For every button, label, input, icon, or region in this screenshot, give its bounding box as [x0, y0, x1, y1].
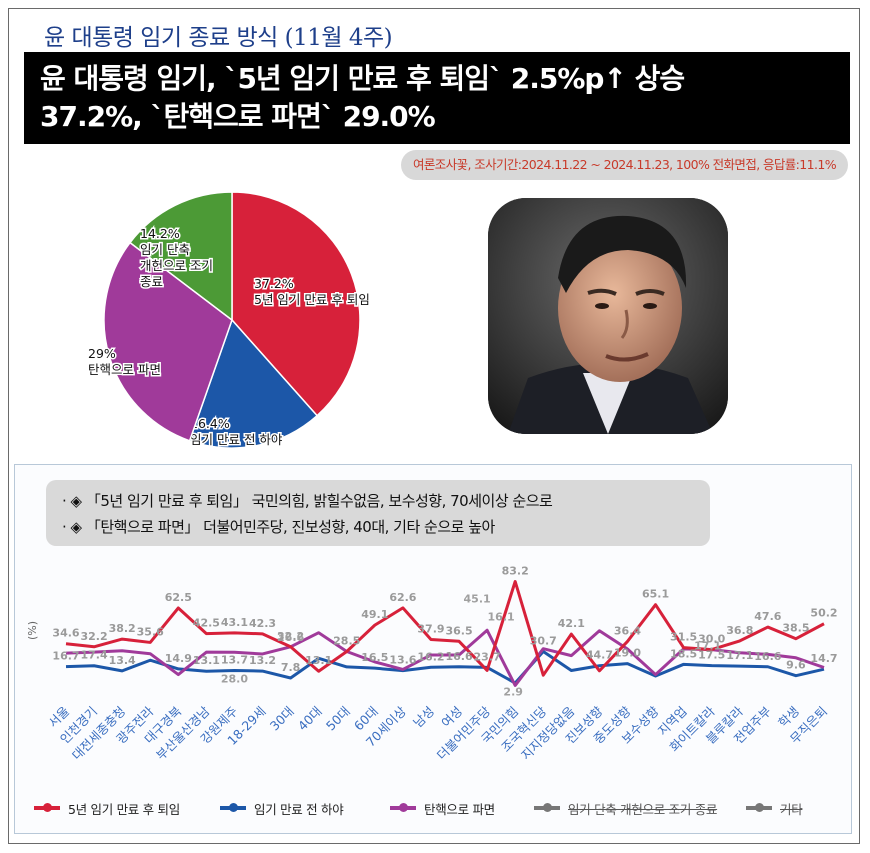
legend-item: 기타 — [746, 796, 803, 820]
legend-label: 탄핵으로 파면 — [424, 801, 495, 817]
pie-chart: 37.2%5년 임기 만료 후 퇴임 16.4%임기 만료 전 하야 29%탄핵으로… — [87, 191, 371, 449]
page-title: 윤 대통령 임기 종료 방식 (11월 4주) — [44, 25, 393, 51]
headline-line-2: 37.2%, `탄핵으로 파면` 29.0% — [40, 100, 436, 133]
legend-item: 임기 만료 전 하야 — [220, 796, 344, 820]
pie-label-3: 개헌으로 조기 — [140, 258, 213, 273]
pie-slice-0 — [231, 191, 361, 417]
note-line-2: · ◈ 「탄핵으로 파면」 더불어민주당, 진보성향, 40대, 기타 순으로 … — [62, 518, 495, 536]
note-line-1: · ◈ 「5년 임기 만료 후 퇴임」 국민의힘, 밝힐수없음, 보수성향, 7… — [62, 492, 553, 510]
pie-slice-2 — [103, 241, 233, 442]
legend-item: 5년 임기 만료 후 퇴임 — [34, 796, 180, 820]
pie-label-2: 탄핵으로 파면 — [88, 362, 161, 377]
outer-frame — [8, 8, 860, 844]
chart-legend: 5년 임기 만료 후 퇴임 임기 만료 전 하야 탄핵으로 파면 임기 단축 개헌으로… — [34, 796, 834, 820]
pie-slice-3 — [128, 191, 233, 322]
headline-line-1: 윤 대통령 임기, `5년 임기 만료 후 퇴임` 2.5%p↑ 상승 — [40, 62, 685, 95]
headline-banner: 윤 대통령 임기, `5년 임기 만료 후 퇴임` 2.5%p↑ 상승 37.2… — [24, 52, 850, 144]
notes-box: · ◈ 「5년 임기 만료 후 퇴임」 국민의힘, 밝힐수없음, 보수성향, 7… — [46, 480, 710, 546]
pie-label-0: 5년 임기 만료 후 퇴임 — [254, 292, 370, 307]
pie-label-3: 14.2% — [140, 226, 180, 241]
survey-info-badge: 여론조사꽃, 조사기간:2024.11.22 ~ 2024.11.23, 100… — [400, 150, 848, 180]
pie-label-1: 16.4% — [190, 416, 230, 431]
legend-marker-icon — [746, 803, 772, 812]
portrait-illustration — [488, 198, 728, 434]
pie-label-3: 임기 단축 — [140, 242, 190, 257]
legend-marker-icon — [34, 803, 60, 812]
legend-marker-icon — [220, 803, 246, 812]
president-photo — [488, 198, 728, 434]
pie-label-0: 37.2% — [254, 276, 294, 291]
pie-label-2: 29% — [88, 346, 116, 361]
legend-label: 임기 만료 전 하야 — [254, 801, 344, 817]
legend-marker-icon — [534, 803, 560, 812]
legend-label: 기타 — [780, 801, 803, 817]
legend-label: 5년 임기 만료 후 퇴임 — [68, 801, 180, 817]
legend-marker-icon — [390, 803, 416, 812]
legend-item: 탄핵으로 파면 — [390, 796, 495, 820]
legend-item: 임기 단축 개헌으로 조기 종료 — [534, 796, 717, 820]
pie-label-1: 임기 만료 전 하야 — [190, 432, 283, 447]
legend-label: 임기 단축 개헌으로 조기 종료 — [568, 801, 718, 817]
pie-chart-area: 37.2% 5년 임기 만료 후 퇴임 16.4% 임기 만료 전 하야 29% 탄핵으로… — [0, 190, 470, 460]
pie-label-3: 종료 — [140, 274, 163, 289]
